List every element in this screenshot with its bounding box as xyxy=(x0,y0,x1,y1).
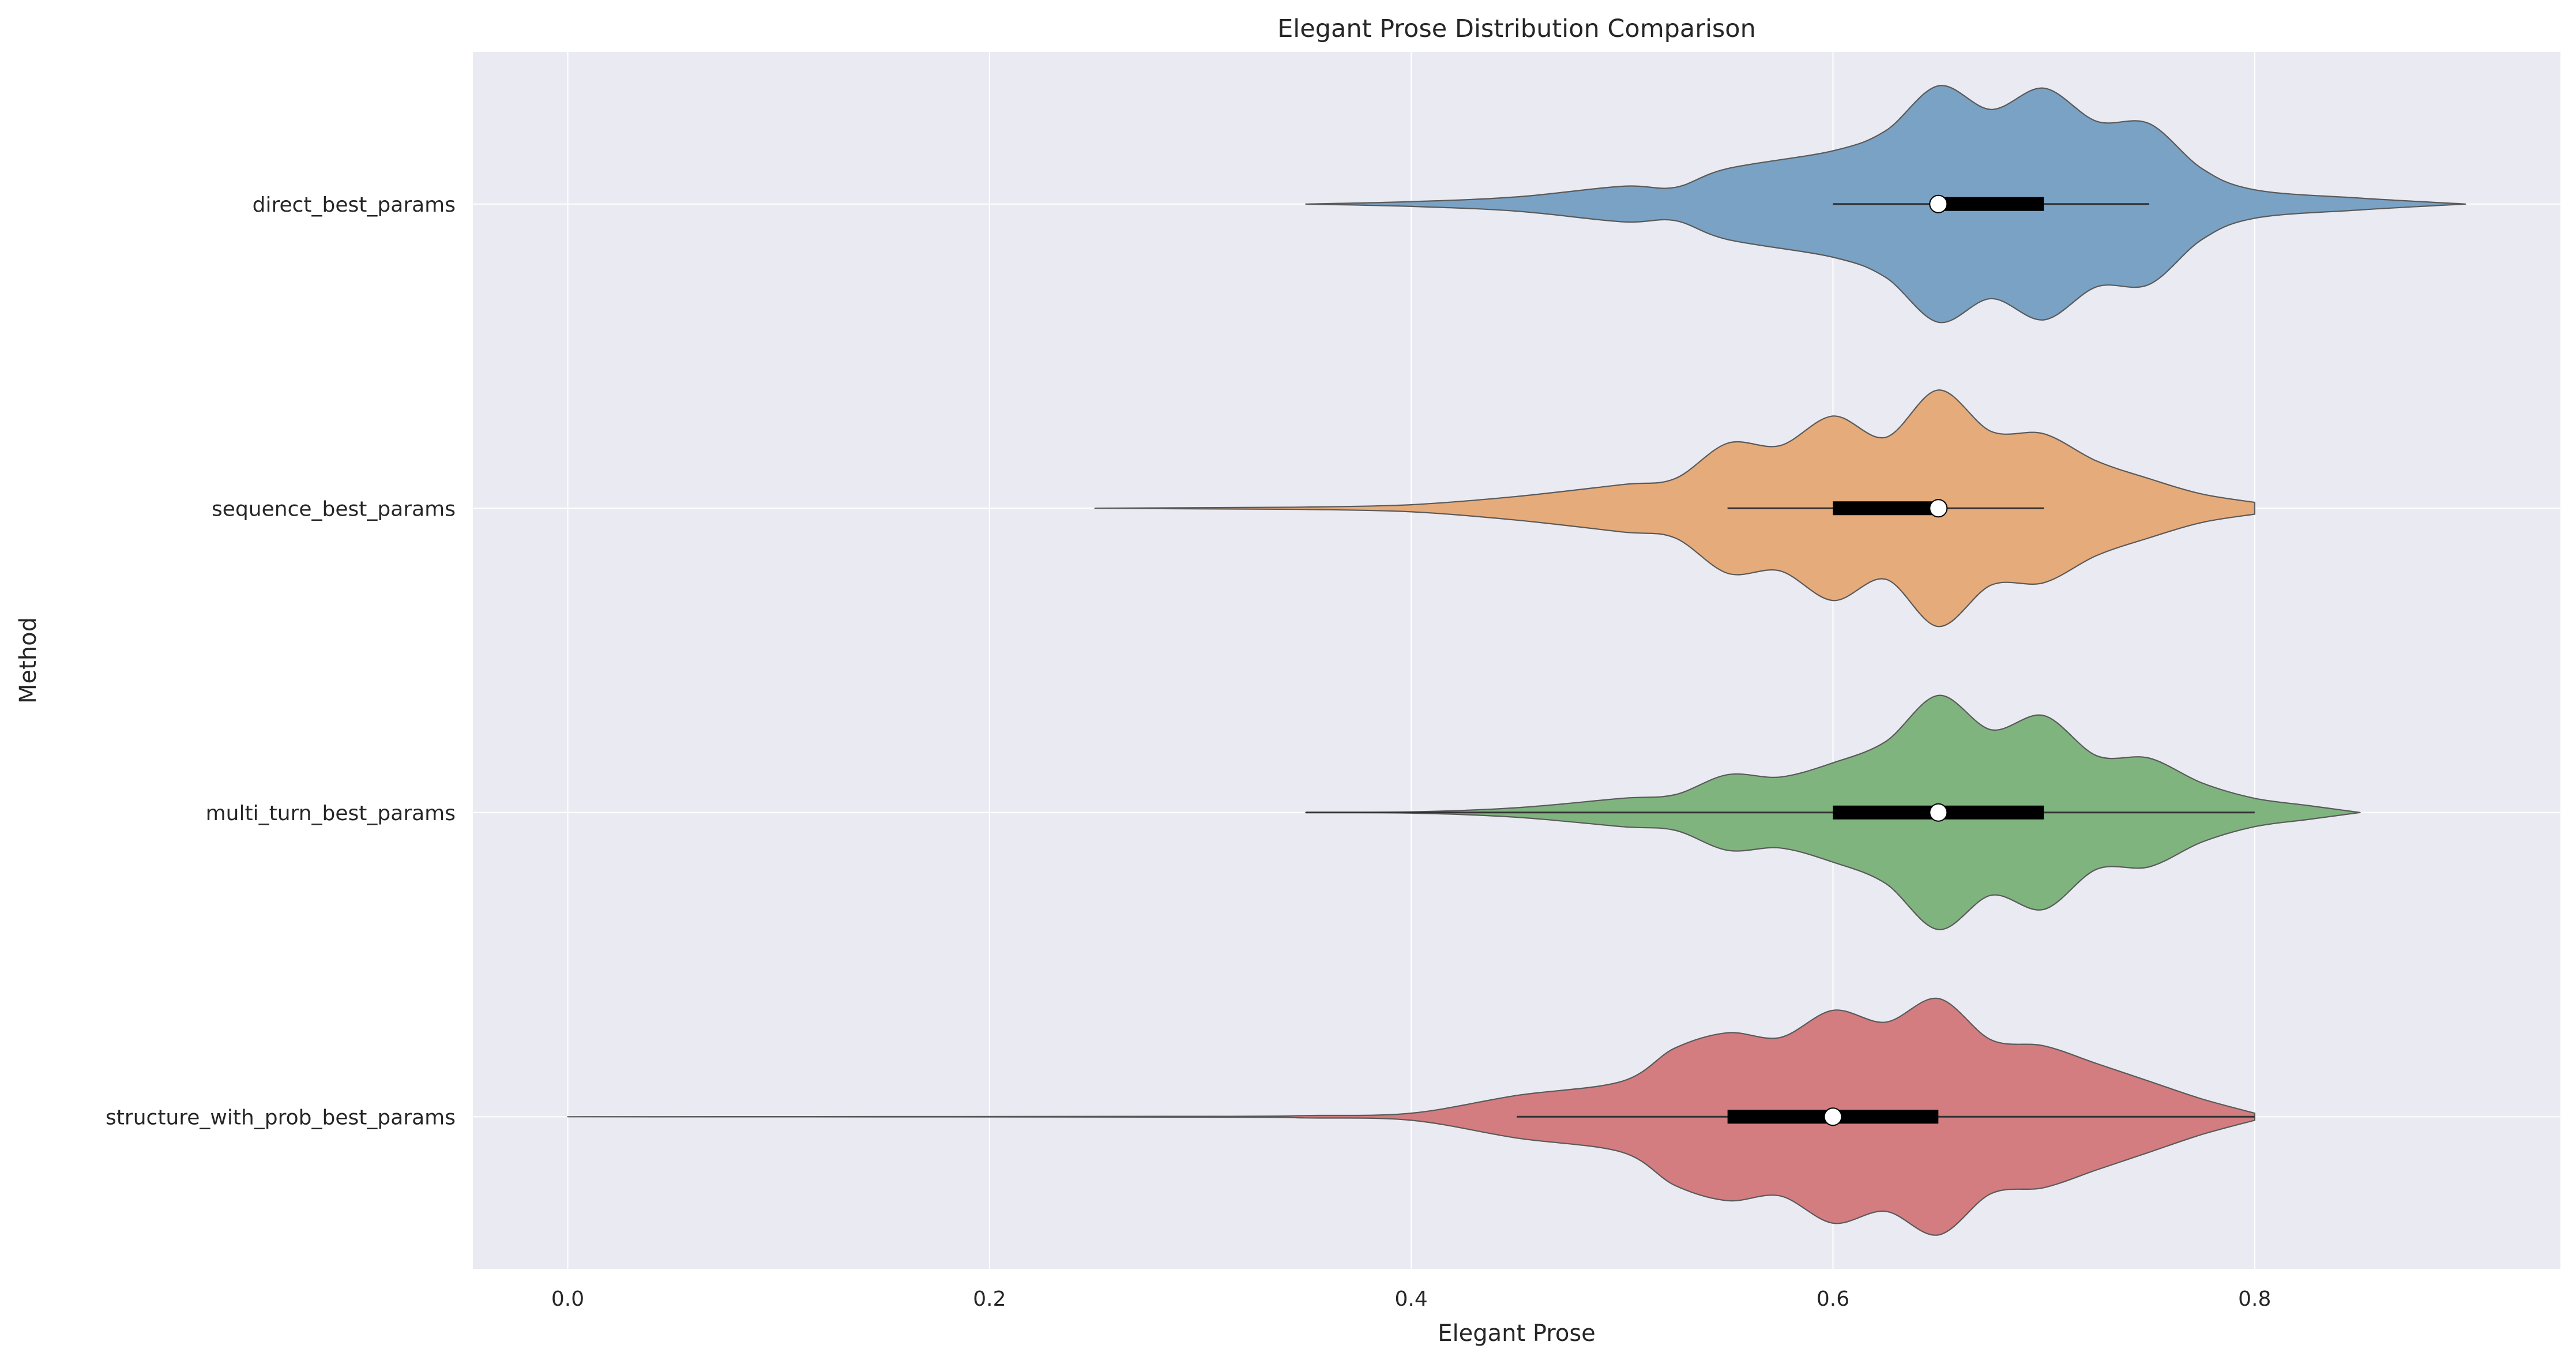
chart-title: Elegant Prose Distribution Comparison xyxy=(1277,14,1756,43)
x-tick-labels: 0.0 0.2 0.4 0.6 0.8 xyxy=(551,1287,2272,1311)
iqr-box xyxy=(1833,501,1939,516)
plot-area xyxy=(473,52,2560,1269)
violin-body xyxy=(1094,389,2255,627)
median-point xyxy=(1929,803,1948,822)
y-tick-label: sequence_best_params xyxy=(212,497,456,521)
violin-body xyxy=(567,997,2255,1236)
violins xyxy=(567,85,2466,1236)
x-tick-label: 0.0 xyxy=(551,1287,584,1311)
y-tick-label: structure_with_prob_best_params xyxy=(106,1106,456,1129)
x-tick-label: 0.8 xyxy=(2238,1287,2271,1311)
violin-sequence_best_params xyxy=(1094,389,2255,627)
x-tick-label: 0.6 xyxy=(1817,1287,1849,1311)
x-tick-label: 0.2 xyxy=(973,1287,1006,1311)
iqr-box xyxy=(1938,197,2044,211)
violin-multi_turn_best_params xyxy=(1305,694,2361,930)
x-tick-label: 0.4 xyxy=(1395,1287,1428,1311)
median-point xyxy=(1929,194,1948,213)
median-point xyxy=(1823,1107,1842,1126)
median-point xyxy=(1929,499,1948,518)
y-tick-label: direct_best_params xyxy=(253,193,456,217)
x-axis-label: Elegant Prose xyxy=(1438,1320,1596,1347)
y-tick-label: multi_turn_best_params xyxy=(206,802,456,825)
y-axis-label: Method xyxy=(15,617,42,704)
violin-structure_with_prob_best_params xyxy=(567,997,2255,1236)
violin-direct_best_params xyxy=(1305,85,2466,324)
y-tick-labels: direct_best_params sequence_best_paramsmu… xyxy=(106,193,456,1130)
